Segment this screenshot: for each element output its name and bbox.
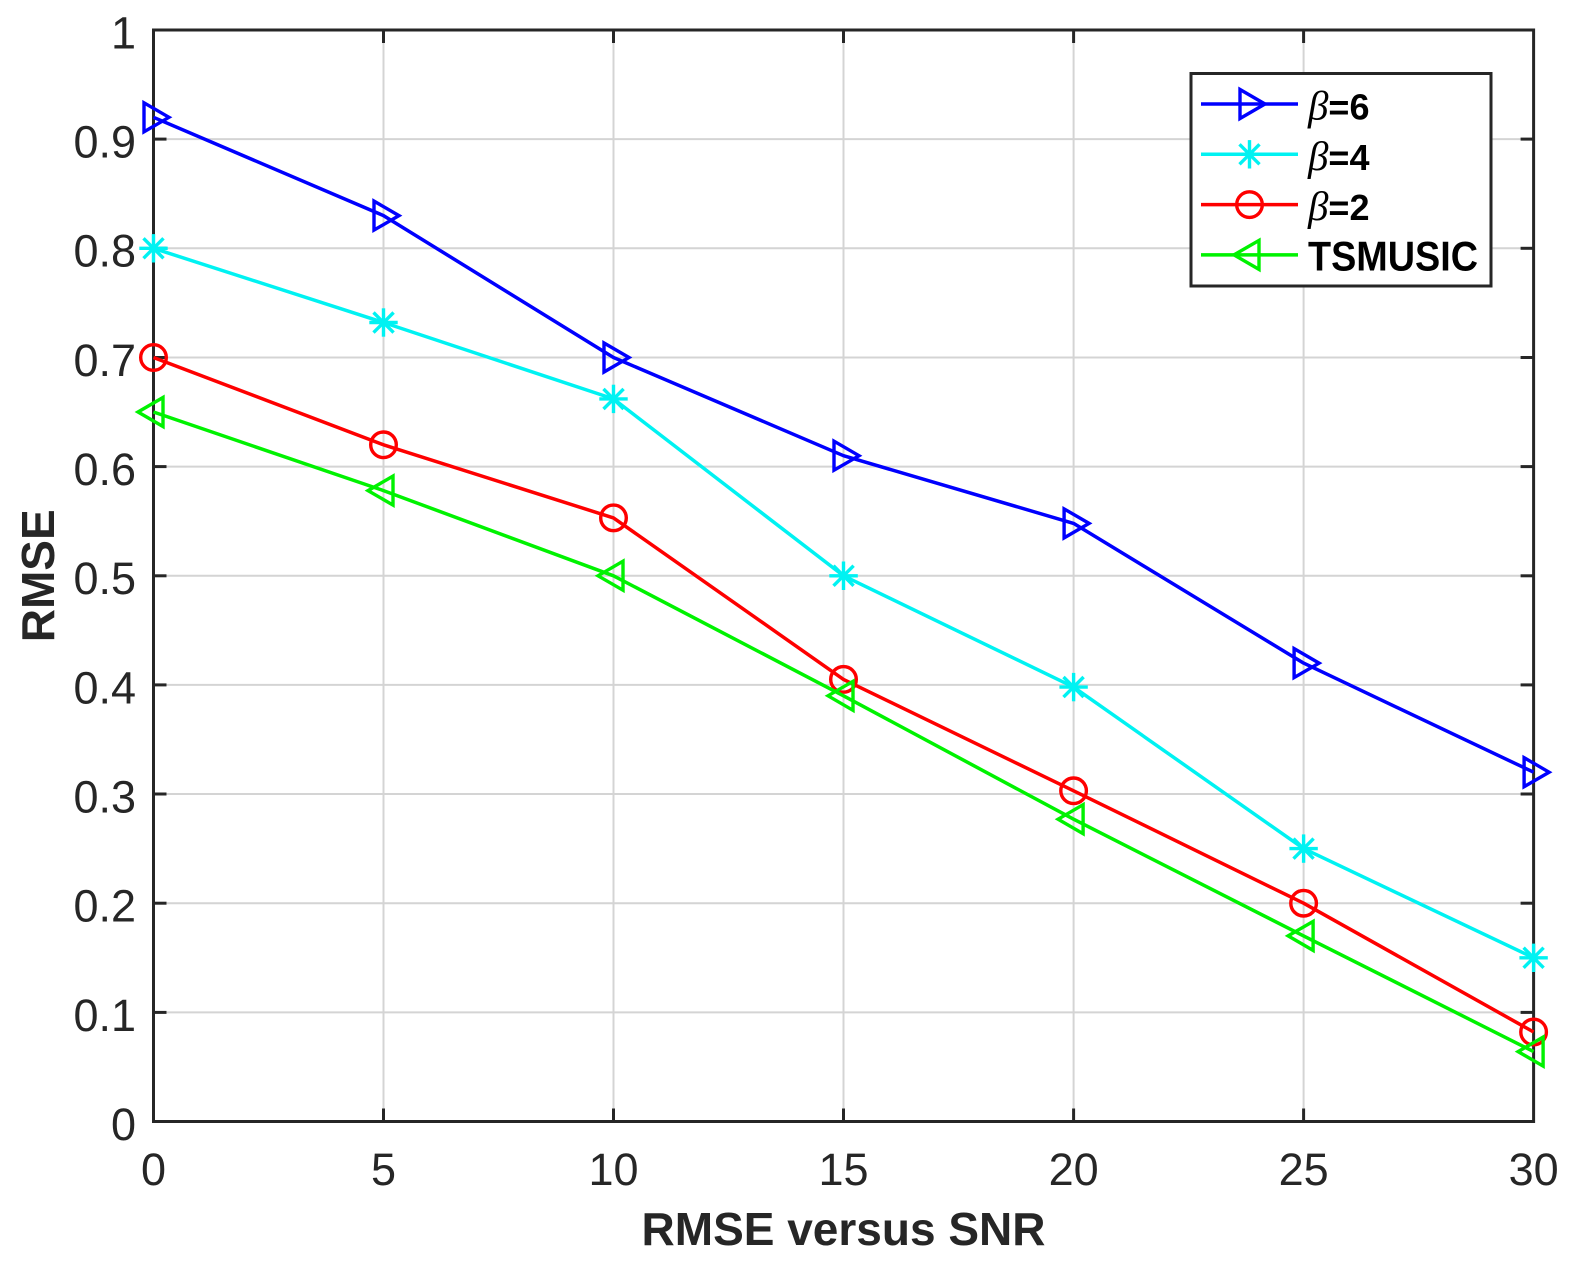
svg-text:20: 20: [1049, 1144, 1099, 1195]
svg-text:10: 10: [588, 1144, 638, 1195]
svg-text:0.7: 0.7: [73, 335, 136, 386]
svg-text:RMSE: RMSE: [12, 509, 64, 642]
svg-text:β=6: β=6: [1307, 83, 1369, 129]
svg-text:0.5: 0.5: [73, 553, 136, 604]
svg-text:1: 1: [111, 7, 136, 58]
svg-text:0.8: 0.8: [73, 226, 136, 277]
svg-text:RMSE versus SNR: RMSE versus SNR: [642, 1203, 1046, 1255]
svg-text:0: 0: [111, 1099, 136, 1150]
svg-text:0.3: 0.3: [73, 771, 136, 822]
svg-text:0.2: 0.2: [73, 881, 136, 932]
svg-text:15: 15: [818, 1144, 868, 1195]
svg-text:TSMUSIC: TSMUSIC: [1308, 233, 1478, 280]
svg-text:β=4: β=4: [1307, 133, 1369, 179]
svg-text:5: 5: [371, 1144, 396, 1195]
svg-text:0.4: 0.4: [73, 662, 136, 713]
svg-text:25: 25: [1279, 1144, 1329, 1195]
svg-text:30: 30: [1509, 1144, 1559, 1195]
svg-text:0.6: 0.6: [73, 444, 136, 495]
svg-text:0.9: 0.9: [73, 117, 136, 168]
svg-text:0.1: 0.1: [73, 990, 136, 1041]
svg-text:β=2: β=2: [1307, 183, 1369, 229]
svg-text:0: 0: [141, 1144, 166, 1195]
